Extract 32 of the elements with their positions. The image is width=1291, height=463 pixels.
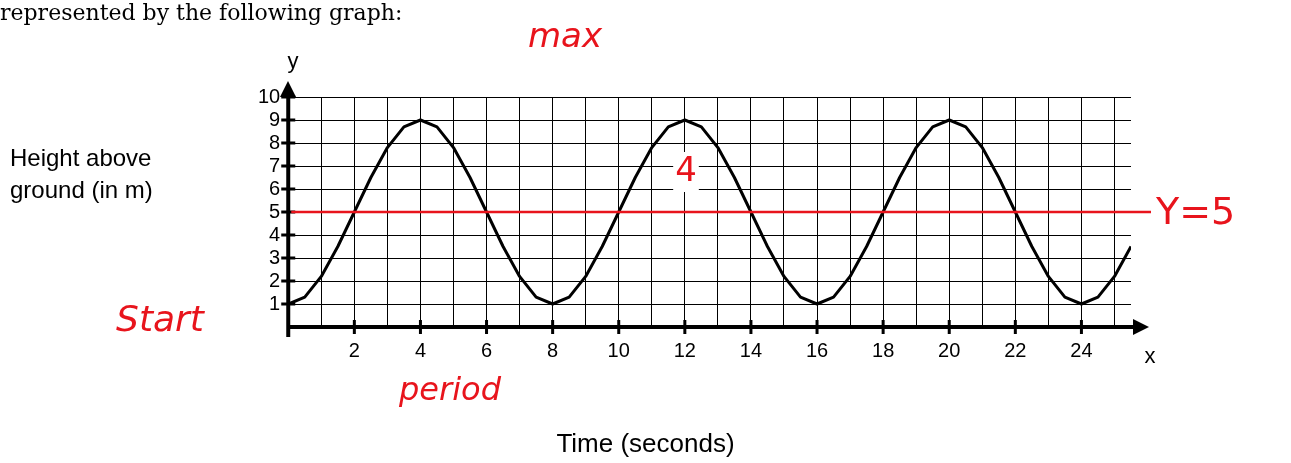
annotation: 4 xyxy=(675,148,697,189)
y-tick-label: 3 xyxy=(269,245,281,268)
x-tick-label: 8 xyxy=(547,338,559,361)
y-tick-label: 2 xyxy=(269,268,281,291)
x-tick-label: 4 xyxy=(414,338,427,361)
y-tick-label: 10 xyxy=(258,84,281,107)
x-tick-label: 14 xyxy=(739,338,763,361)
x-tick-label: 24 xyxy=(1070,338,1093,361)
text: Start xyxy=(116,298,206,340)
text: max xyxy=(527,14,603,55)
x-tick-label: 22 xyxy=(1004,338,1027,361)
y-tick-label: 1 xyxy=(269,291,281,314)
text: period xyxy=(398,370,502,409)
y-tick-label: 7 xyxy=(269,153,281,176)
x-tick-label: 12 xyxy=(673,338,696,361)
y-tick-label: 9 xyxy=(269,107,281,130)
text: x xyxy=(1144,343,1156,369)
x-tick-label: 6 xyxy=(480,338,493,361)
x-tick-label: 16 xyxy=(805,338,829,361)
y-tick-label: 6 xyxy=(269,176,281,199)
y-axis-title: Height above ground (in m) xyxy=(10,143,154,205)
x-axis-title: Time (seconds) xyxy=(555,428,736,459)
x-tick-label: 10 xyxy=(607,338,630,361)
y-tick-label: 8 xyxy=(269,130,281,153)
chart-title: represented by the following graph: xyxy=(0,0,403,25)
text: y xyxy=(287,48,299,74)
x-tick-label: 2 xyxy=(348,338,360,361)
x-tick-label: 20 xyxy=(938,338,961,361)
y-tick-label: 5 xyxy=(269,199,281,222)
x-tick-label: 18 xyxy=(872,338,895,361)
y-tick-label: 4 xyxy=(269,222,281,245)
ref-line-label: Y=5 xyxy=(1155,188,1236,233)
